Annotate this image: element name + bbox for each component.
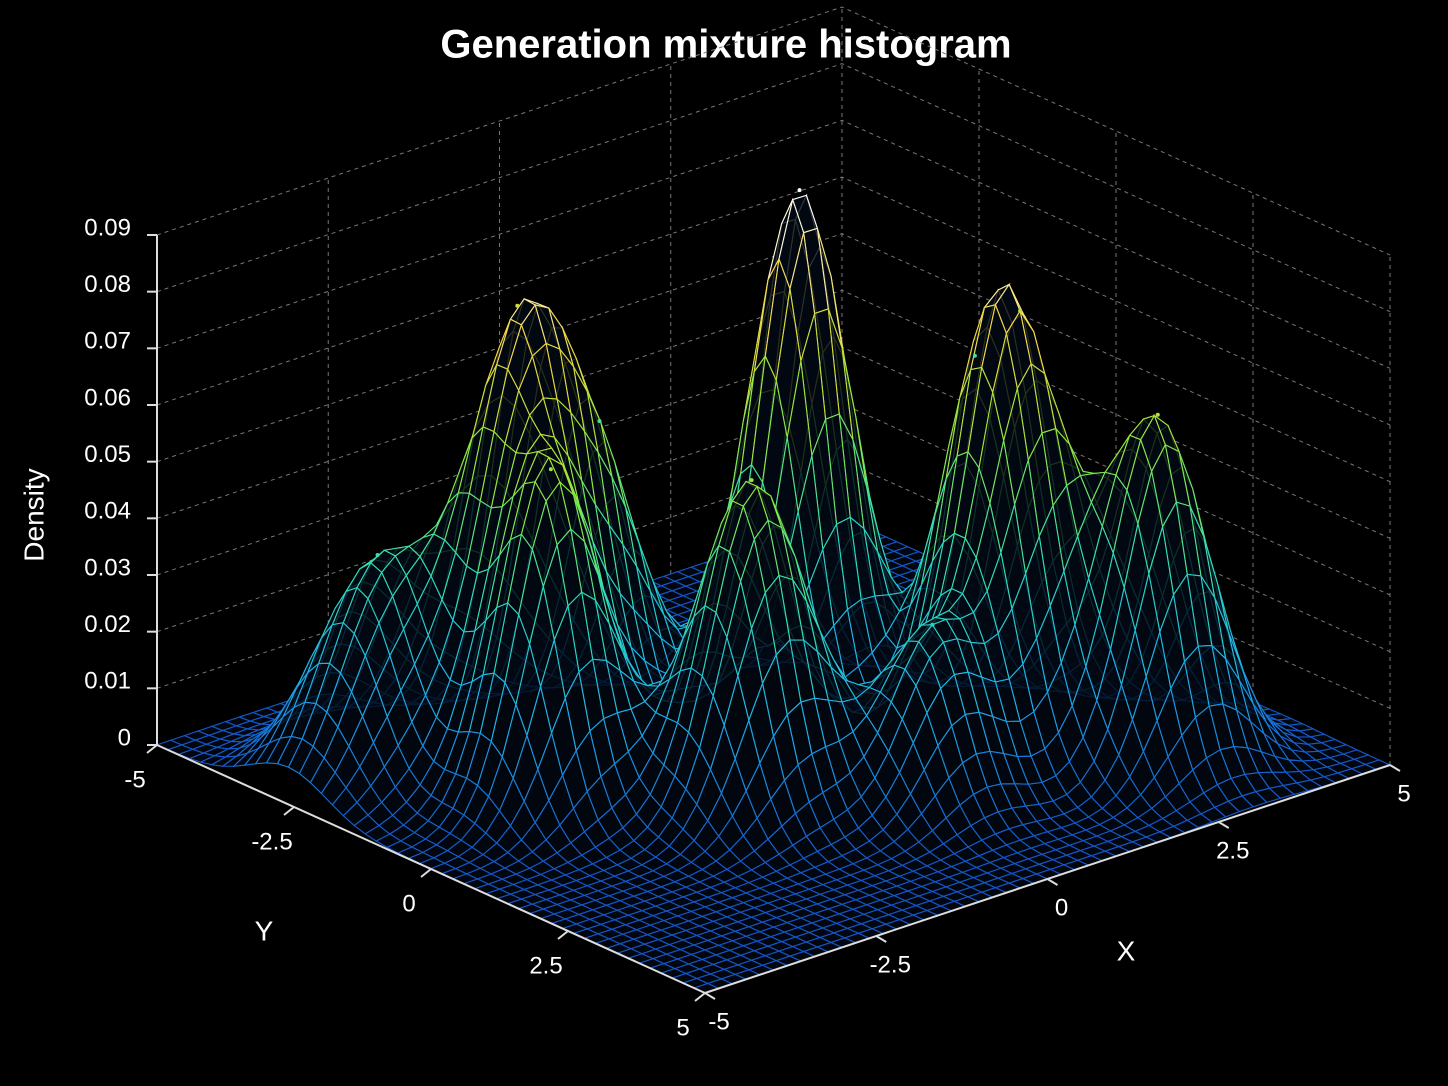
z-tick-label: 0.04: [84, 498, 131, 525]
z-tick-label: 0.05: [84, 441, 131, 468]
y-tick-label: 5: [676, 1014, 689, 1041]
x-tick: [875, 935, 887, 943]
z-tick-label: 0.03: [84, 554, 131, 581]
z-tick-label: 0.09: [84, 214, 131, 241]
x-tick-label: -5: [708, 1008, 729, 1035]
chart-title: Generation mixture histogram: [440, 23, 1011, 67]
peak: [515, 303, 520, 308]
peak: [972, 353, 977, 358]
peak: [797, 188, 802, 193]
peak: [1155, 412, 1160, 417]
grid-line: [156, 119, 1391, 369]
y-tick: [557, 930, 569, 940]
x-tick: [704, 992, 716, 1000]
peak: [1018, 308, 1023, 313]
y-tick-label: -2.5: [251, 828, 292, 855]
y-tick: [283, 806, 295, 816]
x-tick-label: 0: [1055, 894, 1068, 921]
x-tick-label: 2.5: [1216, 837, 1249, 864]
x-tick-label: -2.5: [870, 951, 911, 978]
peak: [749, 478, 754, 483]
y-tick-label: 0: [402, 890, 415, 917]
peak: [597, 418, 602, 423]
x-tick: [1218, 821, 1230, 829]
y-tick-label: -5: [124, 766, 145, 793]
z-tick-label: 0: [118, 724, 131, 751]
z-tick-label: 0.06: [84, 384, 131, 411]
x-axis-label: X: [1117, 935, 1136, 966]
grid-line: [156, 6, 1391, 256]
peak: [548, 467, 553, 472]
x-tick-label: 5: [1397, 780, 1410, 807]
z-tick-label: 0.07: [84, 328, 131, 355]
z-tick-label: 0.02: [84, 611, 131, 638]
y-tick: [146, 744, 158, 754]
y-tick-label: 2.5: [529, 952, 562, 979]
surface: [155, 193, 1392, 994]
y-tick: [694, 992, 706, 1002]
y-axis-label: Y: [255, 915, 274, 946]
z-tick-label: 0.01: [84, 668, 131, 695]
grid-line: [156, 63, 1391, 313]
z-axis-label: Density: [18, 468, 49, 561]
peak: [375, 552, 380, 557]
z-tick-label: 0.08: [84, 271, 131, 298]
peak: [930, 622, 935, 627]
x-tick: [1046, 878, 1059, 886]
x-tick: [1389, 764, 1401, 772]
y-tick: [420, 868, 432, 878]
